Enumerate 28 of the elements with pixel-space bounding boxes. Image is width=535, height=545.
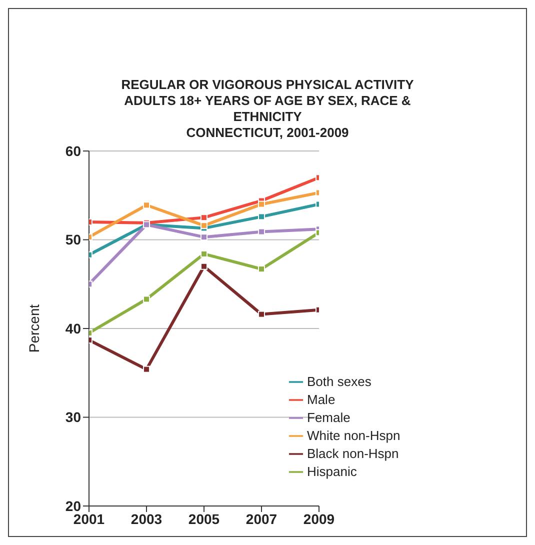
y-tick-label: 40 [65, 320, 82, 336]
point [143, 366, 150, 373]
legend-label: Male [307, 392, 336, 407]
y-tick-label: 60 [65, 142, 82, 159]
x-tick-label: 2005 [188, 510, 220, 527]
point [258, 266, 265, 273]
point [258, 200, 265, 208]
x-tick-label: 2007 [246, 510, 278, 527]
legend-label: Hispanic [307, 464, 357, 479]
legend-label: Black non-Hspn [307, 446, 399, 461]
y-tick-label: 30 [65, 409, 82, 426]
chart-title: REGULAR OR VIGOROUS PHYSICAL ACTIVITY ADULTS 18+ YEARS OF AGE BY SEX, RACE & ETHNICITY CONNECTICUT, 2001-2009 [120, 77, 415, 141]
y-axis-title: Percent [26, 304, 42, 353]
point [200, 214, 208, 222]
point [143, 202, 150, 209]
point [143, 296, 150, 303]
x-tick-label: 2003 [130, 510, 162, 527]
point [258, 228, 265, 236]
x-tick-label: 2009 [303, 510, 335, 527]
point [200, 262, 208, 270]
legend-label: Female [307, 410, 350, 425]
point [200, 234, 208, 241]
point [200, 222, 208, 230]
legend-label: Both sexes [307, 374, 372, 389]
legend-label: White non-Hspn [307, 428, 400, 443]
y-tick-label: 50 [65, 232, 82, 248]
point [200, 250, 208, 258]
point [258, 310, 265, 318]
